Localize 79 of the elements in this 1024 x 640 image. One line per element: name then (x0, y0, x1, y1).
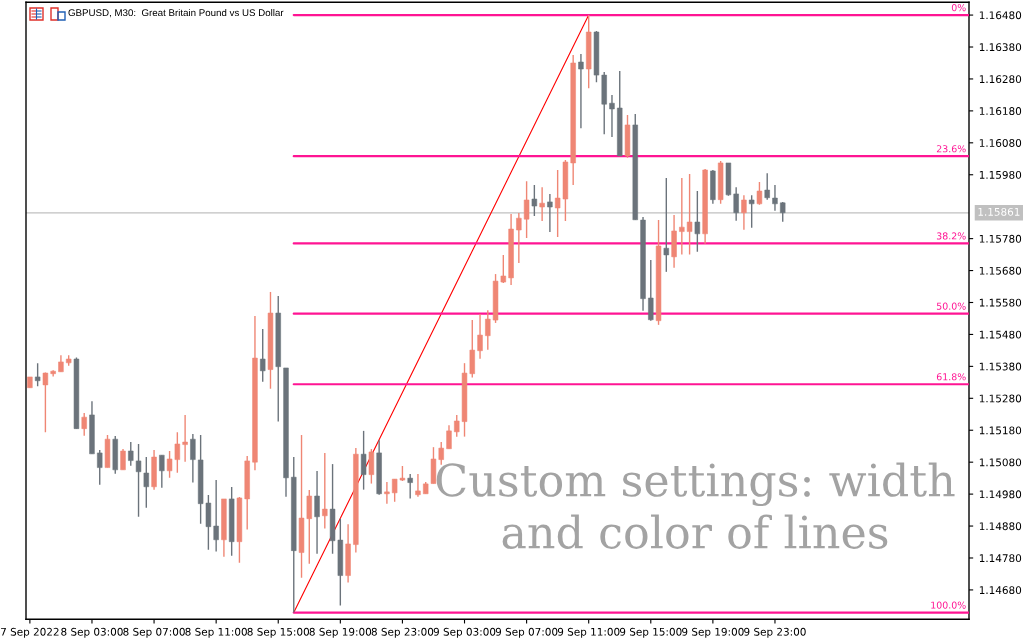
candlestick (368, 448, 375, 485)
series-label: 23.6% (936, 145, 966, 153)
candlestick (694, 190, 701, 253)
candlestick (686, 173, 693, 256)
candlestick (663, 177, 669, 273)
candlestick (477, 313, 483, 360)
y-tick-label: 1.16380 (979, 43, 1022, 52)
y-tick-label: 1.15180 (979, 426, 1022, 435)
candlestick (539, 186, 545, 222)
candlestick (190, 433, 196, 484)
y-tick-label: 1.16280 (979, 75, 1022, 84)
x-tick-label: 9 Sep 07:00 (495, 627, 558, 638)
y-tick-label: 1.15680 (979, 266, 1022, 275)
candlestick (749, 194, 755, 229)
x-tick-label: 9 Sep 23:00 (744, 627, 806, 638)
y-tick-label: 1.15280 (979, 394, 1022, 403)
series-label: 61.8% (936, 373, 966, 381)
candlestick (182, 414, 188, 463)
candlestick (756, 181, 763, 206)
candlestick (609, 94, 615, 138)
x-tick-label: 9 Sep 15:00 (619, 627, 682, 638)
series-label: 50.0% (936, 302, 966, 310)
candlestick (407, 473, 413, 500)
candlestick (415, 473, 421, 498)
y-tick-label: 1.16180 (979, 107, 1022, 115)
text: GBPUSD, M30: Great Britain Pound vs US Dollar (68, 8, 284, 18)
candlestick (679, 177, 685, 256)
candlestick (314, 470, 320, 555)
candlestick (143, 456, 149, 509)
candlestick (741, 194, 747, 231)
x-tick-label: 8 Sep 15:00 (247, 627, 309, 638)
x-tick-label: 8 Sep 19:00 (309, 627, 372, 638)
candlestick (97, 449, 103, 486)
x-tick-label: 8 Sep 23:00 (371, 627, 434, 638)
candlestick (360, 430, 367, 491)
candlestick (578, 53, 584, 129)
annotation: Custom settings: width and color of lines (436, 462, 955, 549)
candlestick (260, 328, 266, 383)
candlestick (384, 481, 390, 505)
candlestick (42, 371, 49, 433)
series-label: 100.0% (931, 601, 966, 609)
candlestick (733, 186, 739, 222)
x-tick-label: 9 Sep 11:00 (557, 627, 620, 638)
candlestick (34, 362, 41, 387)
y-tick-label: 1.14880 (979, 522, 1022, 531)
x-tick-label: 8 Sep 11:00 (185, 627, 247, 638)
y-tick-label: 1.14680 (979, 586, 1022, 595)
x-tick-label: 9 Sep 03:00 (433, 627, 496, 638)
y-tick-label: 1.15080 (979, 458, 1022, 467)
y-tick-label: 1.14980 (979, 490, 1022, 499)
candlestick (446, 424, 452, 450)
candlestick (523, 180, 530, 239)
candlestick (531, 184, 538, 217)
candlestick (772, 184, 778, 212)
y-tick-label: 1.15780 (979, 234, 1022, 243)
candlestick (648, 259, 654, 322)
candlestick (485, 309, 491, 351)
ref-line-label: 1.15861 (978, 207, 1020, 216)
y-tick-label: 1.14780 (979, 554, 1022, 563)
x-tick-label: 8 Sep 07:00 (123, 627, 185, 638)
y-tick-label: 1.15480 (979, 330, 1022, 339)
candlestick (516, 212, 522, 264)
series-label: 0% (951, 4, 966, 12)
series-label: 38.2% (936, 232, 966, 240)
y-tick-label: 1.15380 (979, 362, 1022, 371)
x-tick-label: 8 Sep 03:00 (61, 627, 123, 638)
x-tick-label: 9 Sep 19:00 (682, 627, 744, 638)
candlestick (764, 172, 770, 201)
candlestick (159, 454, 165, 489)
y-tick-label: 1.15580 (979, 298, 1022, 307)
x-tick-label: 7 Sep 2022 (1, 627, 59, 638)
candlestick (322, 452, 328, 530)
candlestick (213, 479, 219, 553)
candlestick (120, 448, 126, 471)
y-tick-label: 1.15980 (979, 170, 1022, 179)
candlestick (547, 193, 553, 233)
candlestick (81, 412, 87, 437)
y-tick-label: 1.16080 (979, 139, 1022, 147)
y-tick-label: 1.16480 (979, 11, 1022, 20)
